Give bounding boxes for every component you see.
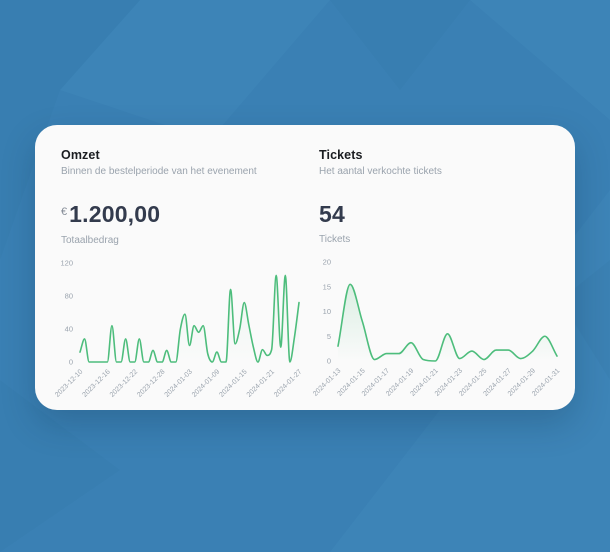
chart-area-fill	[338, 284, 557, 361]
stat-total-revenue: €1.200,00	[61, 201, 291, 232]
y-axis-tick-label: 0	[69, 358, 73, 367]
x-axis-tick-label: 2023-12-16	[82, 368, 112, 398]
stat-label: Totaalbedrag	[61, 235, 119, 246]
x-axis-tick-label: 2023-12-22	[109, 368, 139, 398]
y-axis-tick-label: 5	[327, 332, 331, 341]
y-axis-tick-label: 15	[323, 282, 331, 291]
x-axis-tick-label: 2023-12-28	[136, 368, 166, 398]
y-axis-tick-label: 10	[323, 307, 331, 316]
tickets-chart-container: 0 5 10 15 20 2024-01-13 2024-01-15 2024-01-17 20…	[311, 253, 561, 407]
panel-title: Tickets	[319, 148, 363, 162]
chart-line	[337, 283, 558, 362]
x-axis-tick-label: 2024-01-09	[191, 368, 221, 398]
x-axis-tick-label: 2024-01-03	[164, 368, 194, 398]
y-axis-tick-label: 0	[327, 357, 331, 366]
revenue-chart-container: 0 40 80 120 2023-12-10 2023-12-16 2023-12-22 20…	[53, 254, 303, 408]
y-axis-tick-label: 80	[65, 292, 73, 301]
dashboard-card: Omzet Binnen de bestelperiode van het ev…	[35, 125, 575, 410]
panel-subtitle: Het aantal verkochte tickets	[319, 166, 442, 177]
y-axis-tick-label: 20	[323, 258, 331, 267]
chart-area-fill	[80, 275, 299, 362]
panel-omzet: Omzet Binnen de bestelperiode van het ev…	[54, 148, 303, 408]
stat-label: Tickets	[319, 234, 351, 245]
x-axis-tick-label: 2024-01-15	[218, 368, 248, 398]
x-axis-tick-label: 2023-12-10	[54, 368, 84, 398]
stat-value: 1.200,00	[69, 201, 161, 227]
revenue-line-chart: 040801202023-12-102023-12-162023-12-2220…	[54, 259, 303, 399]
panel-title: Omzet	[61, 148, 100, 162]
euro-symbol: €	[61, 206, 68, 218]
y-axis-tick-label: 120	[60, 259, 73, 268]
stat-value: 54	[319, 201, 345, 227]
x-axis-tick-label: 2024-01-21	[246, 368, 276, 398]
stat-total-tickets: 54	[319, 201, 549, 231]
panel-tickets: Tickets Het aantal verkochte tickets 54 …	[312, 148, 561, 408]
y-axis-tick-label: 40	[65, 325, 73, 334]
chart-line	[79, 274, 300, 363]
tickets-line-chart: 051015202024-01-132024-01-152024-01-1720…	[312, 258, 561, 398]
panel-subtitle: Binnen de bestelperiode van het evenemen…	[61, 166, 257, 177]
x-axis-tick-label: 2024-01-27	[273, 368, 303, 398]
